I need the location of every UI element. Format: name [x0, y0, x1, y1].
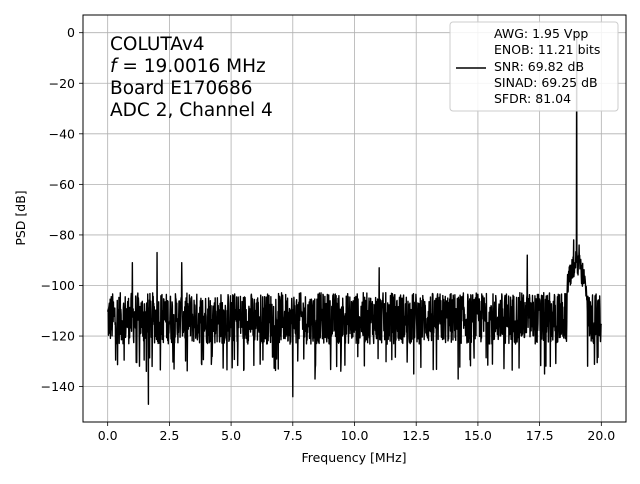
legend-entry-sfdr: SFDR: 81.04: [494, 91, 571, 106]
y-tick-label: −100: [41, 278, 75, 293]
y-tick-label: −140: [41, 379, 75, 394]
annotation-line-1: COLUTAv4: [110, 34, 205, 55]
x-tick-label: 7.5: [283, 428, 303, 443]
y-tick-label: −20: [49, 76, 75, 91]
annotation-line-4-text: ADC 2, Channel 4: [110, 100, 273, 121]
x-axis-label: Frequency [MHz]: [301, 450, 406, 465]
annotation-line-4: ADC 2, Channel 4: [110, 100, 273, 121]
x-axis-ticks: 0.0 2.5 5.0 7.5 10.0 12.5 15.0 17.5 20.0: [98, 422, 615, 443]
legend-entry-enob: ENOB: 11.21 bits: [494, 42, 600, 57]
x-tick-label: 10.0: [341, 428, 369, 443]
y-tick-label: −80: [49, 227, 75, 242]
annotation-line-1-text: COLUTAv4: [110, 34, 205, 55]
x-tick-label: 5.0: [221, 428, 241, 443]
x-tick-label: 0.0: [98, 428, 118, 443]
x-tick-label: 17.5: [526, 428, 554, 443]
legend-entry-snr: SNR: 69.82 dB: [494, 59, 584, 74]
y-tick-label: −60: [49, 177, 75, 192]
legend: AWG: 1.95 Vpp ENOB: 11.21 bits SNR: 69.8…: [449, 21, 619, 112]
annotation-line-2-text: = 19.0016 MHz: [117, 56, 266, 77]
annotation-line-2: f = 19.0016 MHz: [110, 56, 266, 77]
y-axis-ticks: 0 −20 −40 −60 −80 −100 −120 −140: [41, 25, 83, 394]
y-tick-label: −120: [41, 329, 75, 344]
annotation-line-2-italic: f: [110, 56, 119, 77]
x-tick-label: 20.0: [587, 428, 615, 443]
x-tick-label: 15.0: [464, 428, 492, 443]
y-tick-label: −40: [49, 126, 75, 141]
y-axis-label: PSD [dB]: [13, 190, 28, 245]
annotation-box: COLUTAv4 f = 19.0016 MHz Board E170686 A…: [110, 34, 273, 121]
x-tick-label: 12.5: [402, 428, 430, 443]
annotation-line-3: Board E170686: [110, 78, 253, 99]
legend-frame: [449, 21, 619, 112]
psd-trace: [106, 32, 602, 405]
psd-series: [106, 32, 602, 405]
legend-entry-awg: AWG: 1.95 Vpp: [494, 26, 588, 41]
x-tick-label: 2.5: [159, 428, 179, 443]
y-tick-label: 0: [67, 25, 75, 40]
legend-entry-sinad: SINAD: 69.25 dB: [494, 75, 598, 90]
annotation-line-3-text: Board E170686: [110, 78, 253, 99]
